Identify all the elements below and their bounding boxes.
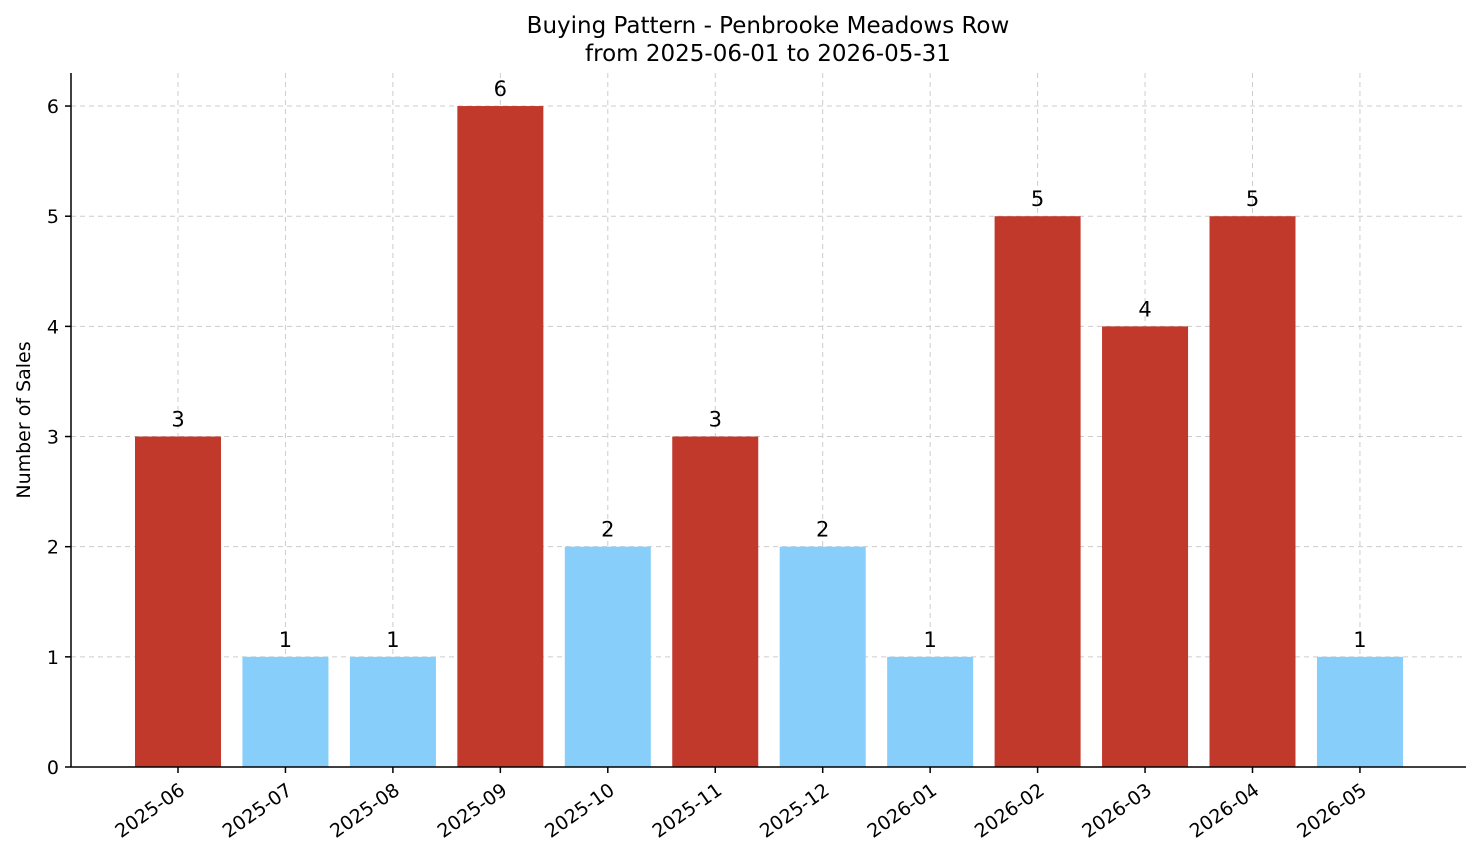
y-tick-label-1: 1 <box>47 647 59 669</box>
data-label-2025-09: 6 <box>494 77 507 101</box>
x-tick-label-2025-10: 2025-10 <box>541 779 619 843</box>
y-tick-label-6: 6 <box>47 96 59 118</box>
x-tick-label-2026-05: 2026-05 <box>1293 779 1371 843</box>
bar-2025-12 <box>779 546 866 767</box>
x-tick-label-2026-01: 2026-01 <box>863 779 941 843</box>
bar-2026-04 <box>1209 216 1296 767</box>
x-tick-label-2025-12: 2025-12 <box>756 779 834 843</box>
y-axis-label: Number of Sales <box>13 341 35 498</box>
data-label-2026-01: 1 <box>923 628 936 652</box>
y-tick-label-5: 5 <box>47 206 59 228</box>
bar-2026-02 <box>994 216 1081 767</box>
bar-2026-03 <box>1102 326 1189 767</box>
data-label-2026-02: 5 <box>1031 187 1044 211</box>
y-tick-label-3: 3 <box>47 427 59 449</box>
data-labels: 3 1 1 6 2 3 2 1 5 4 5 1 <box>171 77 1366 652</box>
x-tick-label-2025-07: 2025-07 <box>219 779 297 843</box>
y-tick-label-4: 4 <box>47 316 59 338</box>
data-label-2025-08: 1 <box>386 628 399 652</box>
chart-subtitle: from 2025-06-01 to 2026-05-31 <box>585 41 951 67</box>
x-tick-label-2026-02: 2026-02 <box>971 779 1049 843</box>
data-label-2026-05: 1 <box>1353 628 1366 652</box>
x-tick-label-2025-11: 2025-11 <box>648 779 726 843</box>
y-tick-label-2: 2 <box>47 537 59 559</box>
bars <box>135 106 1403 768</box>
chart-title: Buying Pattern - Penbrooke Meadows Row <box>527 13 1010 39</box>
data-label-2025-10: 2 <box>601 518 614 542</box>
data-label-2026-04: 5 <box>1246 187 1259 211</box>
data-label-2025-12: 2 <box>816 518 829 542</box>
bar-2025-08 <box>349 656 436 767</box>
bar-2025-11 <box>672 436 759 767</box>
y-tick-label-0: 0 <box>47 757 59 779</box>
x-tick-label-2026-03: 2026-03 <box>1078 779 1156 843</box>
x-tick-label-2025-08: 2025-08 <box>326 779 404 843</box>
bar-2025-09 <box>457 106 544 768</box>
data-label-2025-07: 1 <box>279 628 292 652</box>
bar-2025-10 <box>564 546 651 767</box>
bar-2026-05 <box>1316 656 1403 767</box>
x-tick-label-2025-09: 2025-09 <box>434 779 512 843</box>
x-tick-label-2025-06: 2025-06 <box>111 779 189 843</box>
x-tick-label-2026-04: 2026-04 <box>1186 779 1264 843</box>
bar-2025-07 <box>242 656 329 767</box>
bar-2025-06 <box>135 436 221 767</box>
bar-2026-01 <box>887 656 974 767</box>
data-label-2026-03: 4 <box>1138 297 1151 321</box>
data-label-2025-06: 3 <box>171 408 184 432</box>
data-label-2025-11: 3 <box>709 408 722 432</box>
